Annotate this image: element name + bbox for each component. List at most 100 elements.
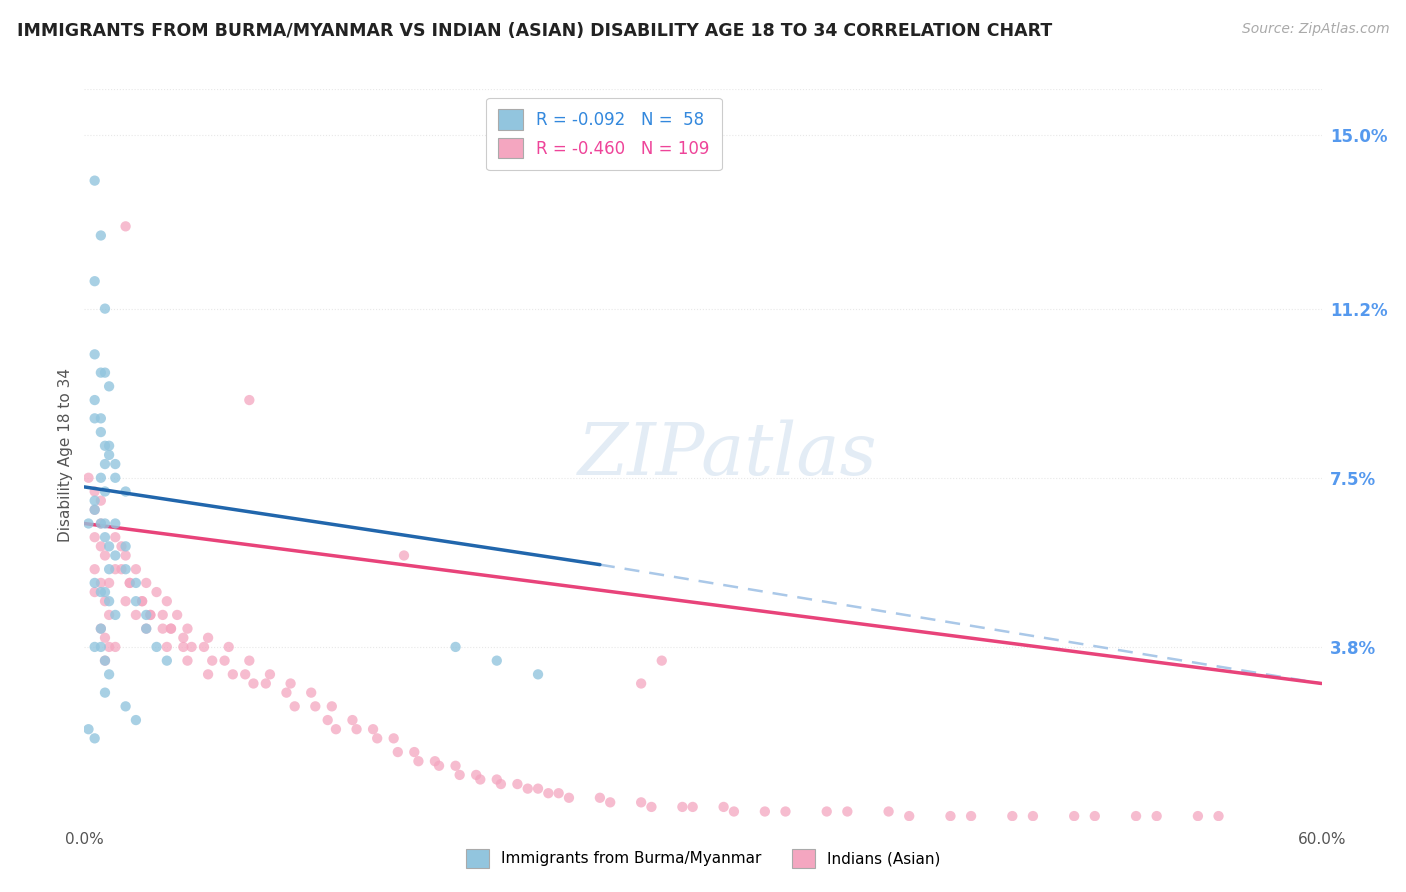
Point <box>114 539 136 553</box>
Point <box>83 585 105 599</box>
Point <box>83 503 105 517</box>
Point <box>284 699 307 714</box>
Point <box>640 800 662 814</box>
Point <box>94 549 117 563</box>
Point <box>104 457 127 471</box>
Point <box>94 654 117 668</box>
Point <box>408 754 430 768</box>
Point <box>222 667 245 681</box>
Point <box>651 654 673 668</box>
Point <box>156 640 179 654</box>
Point <box>366 731 388 746</box>
Point <box>83 503 105 517</box>
Point <box>837 805 859 819</box>
Point <box>110 562 132 576</box>
Point <box>193 640 215 654</box>
Point <box>238 654 260 668</box>
Point <box>1146 809 1168 823</box>
Point <box>145 640 167 654</box>
Point <box>104 516 127 531</box>
Point <box>218 640 240 654</box>
Point <box>98 576 121 591</box>
Point <box>94 516 117 531</box>
Point <box>427 758 450 772</box>
Point <box>118 576 141 591</box>
Point <box>723 805 745 819</box>
Point <box>125 607 148 622</box>
Point <box>125 594 148 608</box>
Point <box>83 347 105 361</box>
Point <box>98 594 121 608</box>
Point <box>94 484 117 499</box>
Text: Source: ZipAtlas.com: Source: ZipAtlas.com <box>1241 22 1389 37</box>
Point <box>98 539 121 553</box>
Point <box>506 777 529 791</box>
Text: IMMIGRANTS FROM BURMA/MYANMAR VS INDIAN (ASIAN) DISABILITY AGE 18 TO 34 CORRELAT: IMMIGRANTS FROM BURMA/MYANMAR VS INDIAN … <box>17 22 1052 40</box>
Point <box>114 699 136 714</box>
Point <box>516 781 538 796</box>
Point <box>558 790 581 805</box>
Point <box>527 781 550 796</box>
Point <box>90 493 112 508</box>
Point <box>939 809 962 823</box>
Point <box>423 754 446 768</box>
Point <box>599 796 621 810</box>
Point <box>242 676 264 690</box>
Point <box>1063 809 1085 823</box>
Point <box>131 594 153 608</box>
Point <box>90 622 112 636</box>
Point <box>682 800 704 814</box>
Point <box>152 607 174 622</box>
Point <box>94 457 117 471</box>
Point <box>110 539 132 553</box>
Point <box>90 516 112 531</box>
Point <box>489 777 512 791</box>
Point <box>135 622 157 636</box>
Point <box>201 654 224 668</box>
Point <box>94 530 117 544</box>
Point <box>197 667 219 681</box>
Point <box>589 790 612 805</box>
Point <box>775 805 797 819</box>
Point <box>98 562 121 576</box>
Point <box>114 484 136 499</box>
Point <box>135 607 157 622</box>
Point <box>104 549 127 563</box>
Point <box>156 594 179 608</box>
Point <box>325 723 347 737</box>
Point <box>1001 809 1024 823</box>
Point <box>160 622 183 636</box>
Point <box>382 731 405 746</box>
Point <box>713 800 735 814</box>
Point <box>104 530 127 544</box>
Point <box>94 366 117 380</box>
Point <box>104 471 127 485</box>
Point <box>547 786 569 800</box>
Legend: R = -0.092   N =  58, R = -0.460   N = 109: R = -0.092 N = 58, R = -0.460 N = 109 <box>486 97 721 169</box>
Point <box>90 585 112 599</box>
Point <box>1084 809 1107 823</box>
Point <box>346 723 368 737</box>
Point <box>233 667 256 681</box>
Point <box>114 219 136 234</box>
Point <box>135 576 157 591</box>
Legend: Immigrants from Burma/Myanmar, Indians (Asian): Immigrants from Burma/Myanmar, Indians (… <box>460 843 946 873</box>
Point <box>172 640 194 654</box>
Point <box>449 768 471 782</box>
Point <box>94 439 117 453</box>
Point <box>90 539 112 553</box>
Point <box>877 805 900 819</box>
Point <box>160 622 183 636</box>
Point <box>444 640 467 654</box>
Point <box>83 640 105 654</box>
Point <box>1187 809 1209 823</box>
Point <box>485 654 508 668</box>
Point <box>83 731 105 746</box>
Point <box>166 607 188 622</box>
Point <box>630 796 652 810</box>
Point <box>630 676 652 690</box>
Point <box>180 640 202 654</box>
Point <box>98 448 121 462</box>
Point <box>1022 809 1045 823</box>
Point <box>114 549 136 563</box>
